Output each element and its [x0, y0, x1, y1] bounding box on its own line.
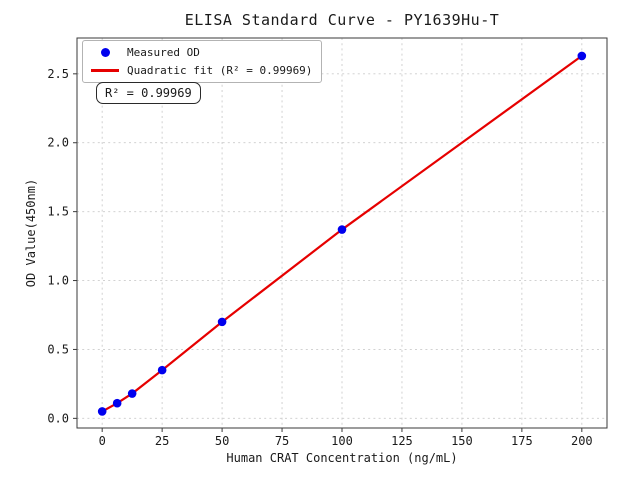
x-axis-label: Human CRAT Concentration (ng/mL)	[226, 451, 458, 465]
legend-item-quadratic-fit: Quadratic fit (R² = 0.99969)	[89, 63, 312, 78]
chart-title: ELISA Standard Curve - PY1639Hu-T	[184, 11, 500, 29]
x-tick-label: 25	[155, 434, 169, 448]
data-point	[112, 398, 122, 408]
blue-dot-icon	[100, 48, 110, 57]
data-point	[577, 51, 587, 61]
y-tick-label: 0.0	[47, 411, 69, 425]
data-point	[127, 389, 137, 398]
x-tick-label: 75	[275, 434, 289, 448]
legend-item-measured-od: Measured OD	[89, 45, 312, 60]
y-tick-label: 0.5	[47, 342, 69, 356]
legend-label: Measured OD	[127, 46, 200, 59]
y-tick-label: 1.0	[47, 274, 69, 288]
x-tick-label: 150	[451, 434, 473, 448]
x-tick-label: 50	[215, 434, 229, 448]
x-tick-label: 175	[511, 434, 533, 448]
r-squared-annotation: R² = 0.99969	[96, 82, 201, 104]
legend-handle	[89, 69, 121, 72]
legend-handle	[89, 48, 121, 57]
x-tick-label: 125	[391, 434, 413, 448]
data-point	[337, 225, 347, 234]
y-tick-label: 1.5	[47, 205, 69, 219]
x-tick-label: 100	[331, 434, 353, 448]
y-tick-label: 2.0	[47, 136, 69, 150]
data-point	[97, 407, 107, 416]
y-tick-label: 2.5	[47, 67, 69, 81]
data-point	[157, 365, 167, 375]
legend: Measured OD Quadratic fit (R² = 0.99969)	[82, 40, 323, 83]
red-line-icon	[91, 69, 119, 72]
data-point	[217, 317, 227, 327]
y-axis-label: OD Value(450nm)	[24, 178, 38, 288]
x-tick-label: 200	[571, 434, 593, 448]
x-tick-label: 0	[99, 434, 106, 448]
legend-label: Quadratic fit (R² = 0.99969)	[127, 64, 313, 77]
